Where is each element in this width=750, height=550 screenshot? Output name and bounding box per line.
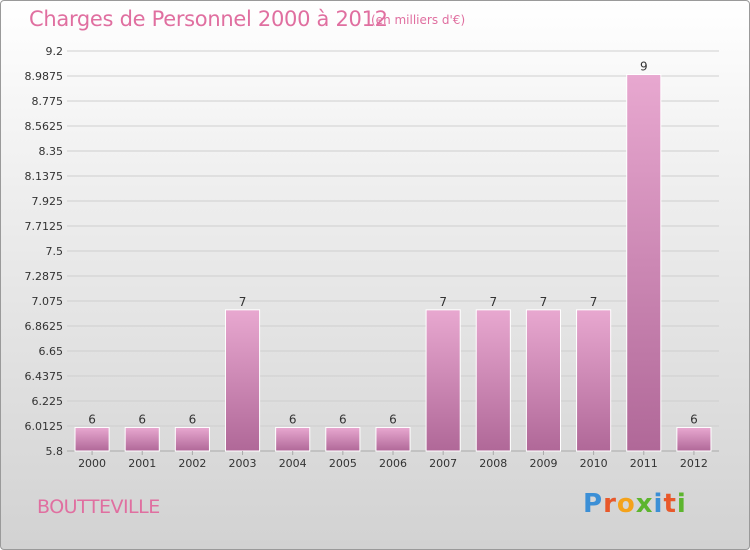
y-tick-label: 5.8 [46, 445, 64, 458]
bars [74, 74, 712, 452]
y-tick-label: 7.5 [46, 245, 64, 258]
chart-unit: (en milliers d'€) [371, 13, 466, 27]
y-tick-label: 8.9875 [25, 70, 64, 83]
x-tick-label-2008: 2008 [479, 457, 507, 470]
grid-lines [67, 50, 719, 452]
proxiti-logo[interactable]: Proxiti [583, 489, 687, 519]
y-tick-label: 6.8625 [25, 320, 64, 333]
x-tick-label-2007: 2007 [429, 457, 457, 470]
bar-2004 [275, 426, 311, 452]
data-label-2001: 6 [138, 412, 146, 426]
y-tick-label: 7.7125 [25, 220, 64, 233]
logo-letter: r [603, 489, 617, 519]
y-tick-label: 6.225 [32, 395, 64, 408]
chart-title: Charges de Personnel 2000 à 2012 [29, 7, 388, 31]
bar-2007 [425, 309, 461, 452]
logo-letter: o [616, 489, 636, 519]
bar-2000 [74, 426, 110, 452]
logo-letter: i [676, 489, 687, 519]
bar-2002 [174, 426, 210, 452]
y-tick-label: 8.775 [32, 95, 64, 108]
data-label-2007: 7 [439, 295, 447, 309]
x-axis: 2000 2001 2002 2003 2004 2005 2006 2007 2008 2009… [78, 451, 708, 470]
y-tick-label: 6.0125 [25, 420, 64, 433]
y-tick-label: 6.4375 [25, 370, 64, 383]
x-tick-label-2004: 2004 [279, 457, 307, 470]
data-labels: 6 6 6 7 6 6 6 7 7 7 7 9 6 [88, 60, 697, 427]
x-tick-label-2011: 2011 [630, 457, 658, 470]
y-tick-label: 9.2 [46, 45, 64, 58]
data-label-2003: 7 [239, 295, 247, 309]
x-tick-label-2012: 2012 [680, 457, 708, 470]
x-tick-label-2006: 2006 [379, 457, 407, 470]
data-label-2011: 9 [640, 60, 648, 74]
data-label-2010: 7 [590, 295, 598, 309]
bar-2005 [325, 426, 361, 452]
y-tick-label: 7.925 [32, 195, 64, 208]
y-tick-label: 6.65 [39, 345, 64, 358]
bar-2010 [576, 309, 612, 452]
bar-2003 [224, 309, 261, 452]
x-tick-label-2002: 2002 [178, 457, 206, 470]
data-label-2002: 6 [189, 412, 197, 426]
logo-letter: t [663, 489, 677, 519]
bar-2011 [626, 74, 662, 452]
data-label-2000: 6 [88, 412, 96, 426]
y-tick-label: 7.075 [32, 295, 64, 308]
x-tick-label-2001: 2001 [128, 457, 156, 470]
bar-2008 [475, 309, 511, 452]
data-label-2009: 7 [540, 295, 548, 309]
y-tick-label: 8.1375 [25, 170, 64, 183]
logo-letter: P [583, 489, 604, 519]
bar-2001 [124, 426, 160, 452]
bar-2009 [525, 309, 562, 452]
bar-2006 [375, 426, 411, 452]
x-tick-label-2005: 2005 [329, 457, 357, 470]
bar-2012 [676, 426, 712, 452]
commune-name: BOUTTEVILLE [37, 496, 160, 518]
y-axis: 5.8 6.0125 6.225 6.4375 6.65 6.8625 7.075 7.287… [25, 45, 64, 458]
x-tick-label-2009: 2009 [529, 457, 557, 470]
logo-letter: i [653, 489, 664, 519]
y-tick-label: 7.2875 [25, 270, 64, 283]
data-label-2012: 6 [690, 412, 698, 426]
y-tick-label: 8.5625 [25, 120, 64, 133]
data-label-2006: 6 [389, 412, 397, 426]
data-label-2008: 7 [489, 295, 497, 309]
data-label-2005: 6 [339, 412, 347, 426]
y-tick-label: 8.35 [39, 145, 64, 158]
x-tick-label-2000: 2000 [78, 457, 106, 470]
logo-letter: x [635, 489, 654, 519]
x-tick-label-2003: 2003 [229, 457, 257, 470]
x-tick-label-2010: 2010 [580, 457, 608, 470]
data-label-2004: 6 [289, 412, 297, 426]
